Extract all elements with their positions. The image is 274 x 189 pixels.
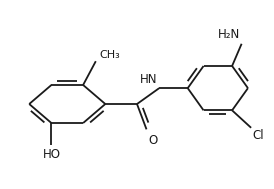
Text: HN: HN (140, 73, 158, 86)
Text: CH₃: CH₃ (99, 50, 120, 60)
Text: Cl: Cl (253, 129, 264, 142)
Text: HO: HO (42, 148, 60, 161)
Text: H₂N: H₂N (218, 28, 240, 41)
Text: O: O (148, 134, 157, 147)
